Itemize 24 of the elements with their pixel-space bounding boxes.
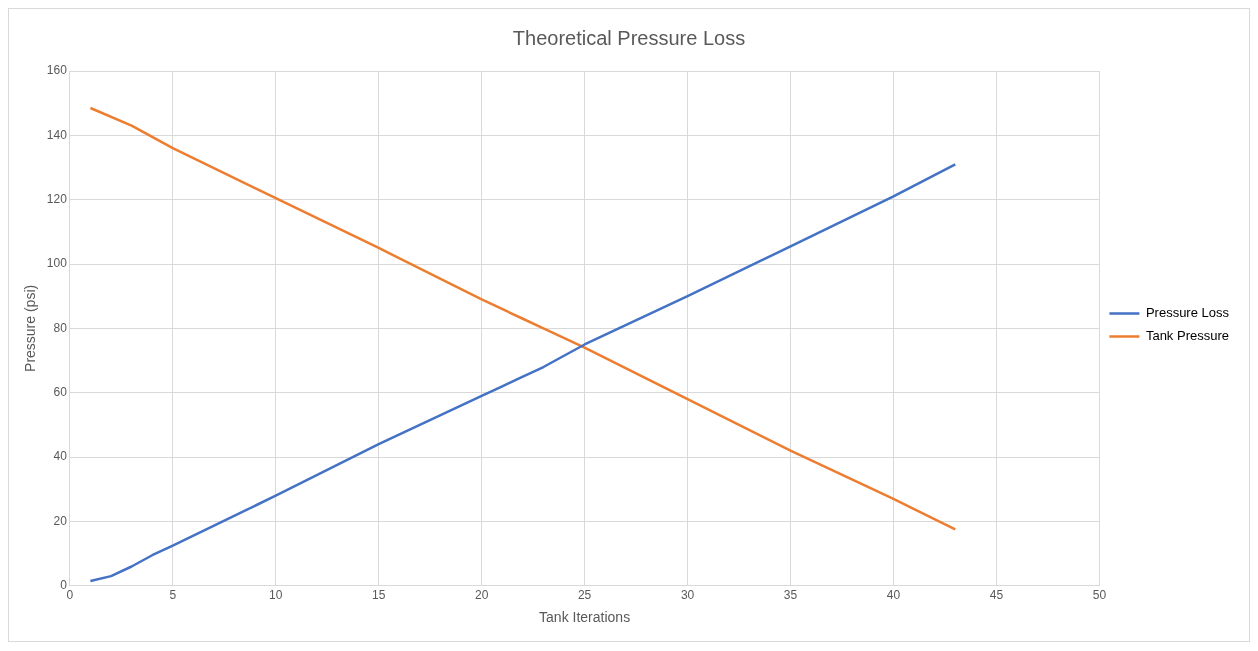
x-tick-label: 15 xyxy=(372,588,386,603)
y-axis-title: Pressure (psi) xyxy=(22,284,39,372)
x-tick-label: 20 xyxy=(474,588,489,603)
y-tick-label: 0 xyxy=(60,578,68,593)
x-tick-label: 5 xyxy=(169,588,177,603)
y-tick-label: 100 xyxy=(46,256,68,271)
legend-label: Pressure Loss xyxy=(1145,305,1230,321)
chart-title: Theoretical Pressure Loss xyxy=(512,26,746,49)
x-axis-title: Tank Iterations xyxy=(539,609,631,626)
x-tick-label: 50 xyxy=(1092,588,1107,603)
y-tick-label: 160 xyxy=(46,63,68,78)
x-tick-label: 25 xyxy=(577,588,592,603)
x-tick-label: 10 xyxy=(269,588,283,603)
x-tick-label: 30 xyxy=(680,588,695,603)
x-tick-label: 35 xyxy=(783,588,798,603)
x-tick-label: 45 xyxy=(989,588,1004,603)
y-tick-label: 80 xyxy=(53,320,68,335)
x-tick-label: 40 xyxy=(886,588,901,603)
y-tick-label: 140 xyxy=(46,127,68,142)
y-tick-label: 60 xyxy=(53,385,68,400)
y-tick-label: 20 xyxy=(53,513,68,528)
legend-label: Tank Pressure xyxy=(1145,328,1229,344)
y-tick-label: 40 xyxy=(53,449,68,464)
y-tick-label: 120 xyxy=(46,192,68,207)
